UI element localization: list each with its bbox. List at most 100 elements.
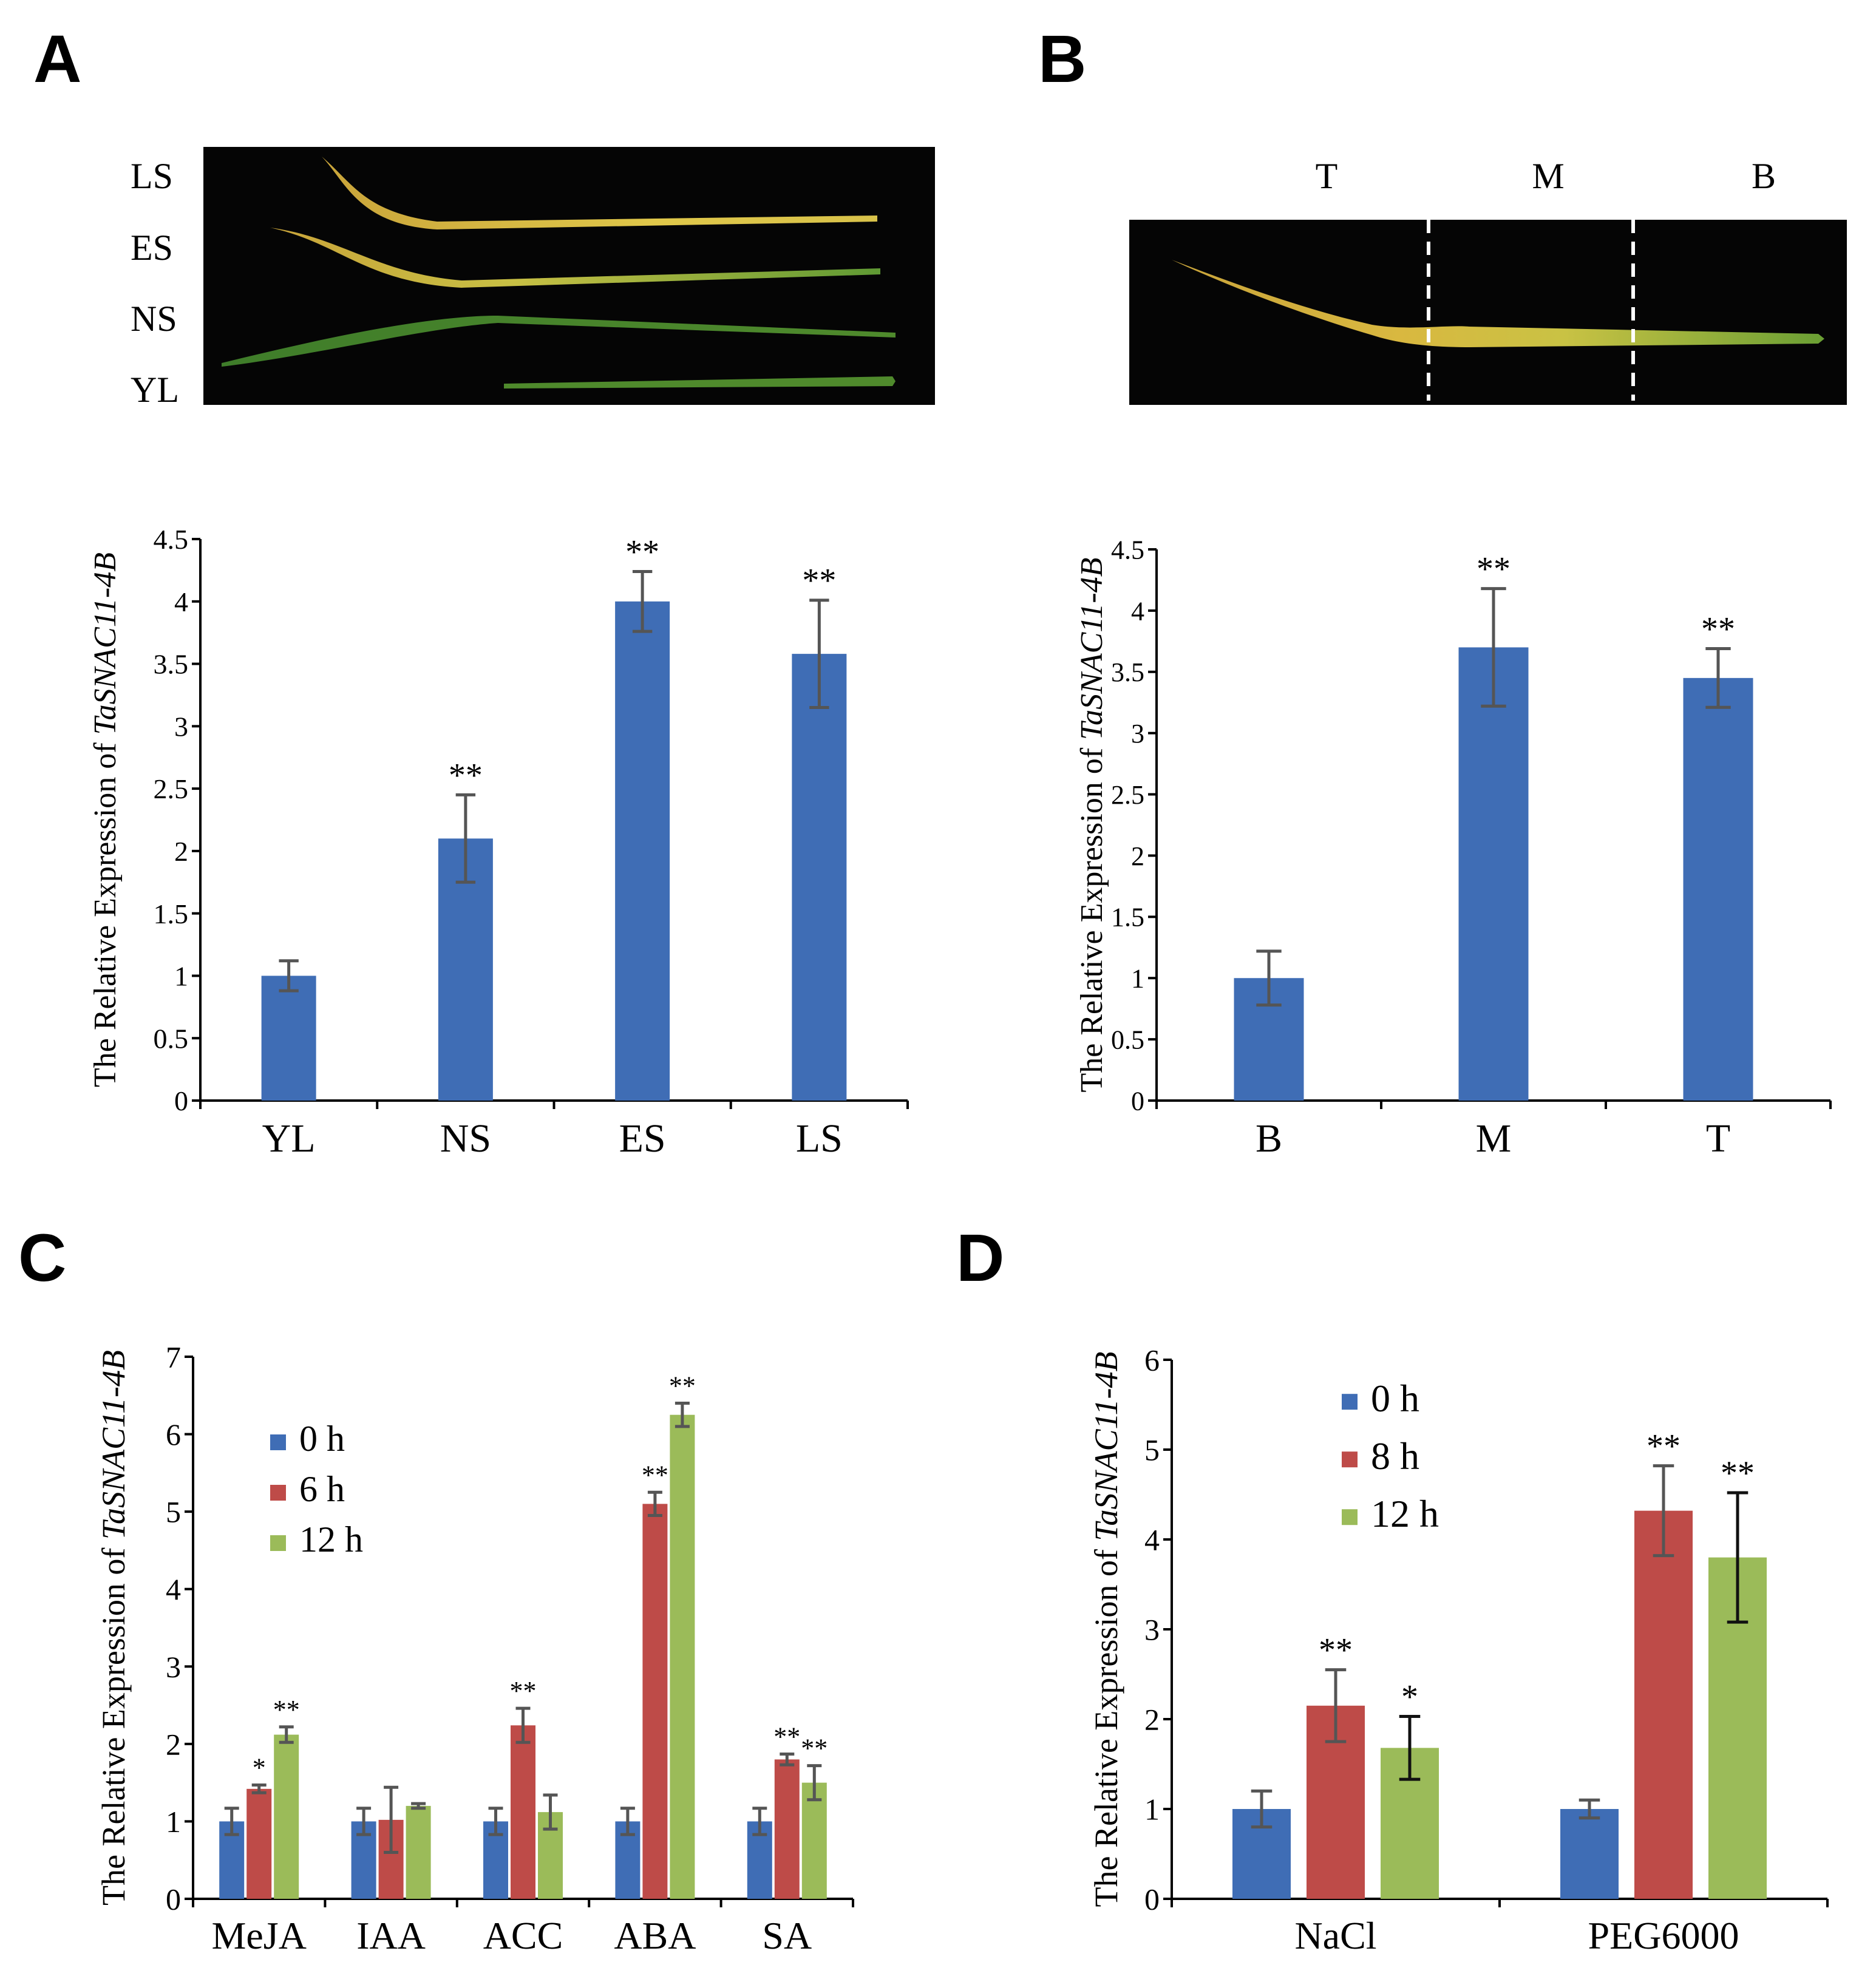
y-tick-label: 5 <box>1144 1433 1160 1467</box>
y-tick-label: 1 <box>174 961 188 992</box>
bar <box>1560 1809 1619 1899</box>
y-tick-label: 4 <box>174 586 188 617</box>
significance-marker: ** <box>669 1371 696 1401</box>
y-tick-label: 0.5 <box>154 1023 189 1054</box>
y-tick-label: 6 <box>1144 1343 1160 1377</box>
legend-swatch <box>1342 1451 1358 1468</box>
significance-marker: ** <box>642 1460 668 1490</box>
y-axis-label: The Relative Expression of TaSNAC11-4B <box>1075 557 1109 1092</box>
legend-label: 0 h <box>1371 1377 1419 1420</box>
photo-b-label-m: M <box>1532 156 1564 196</box>
x-category-label: B <box>1256 1116 1282 1161</box>
y-tick-label: 3.5 <box>1111 657 1144 687</box>
x-category-label: IAA <box>356 1914 426 1957</box>
leaf-ns <box>222 316 896 367</box>
leaf-ls <box>322 157 877 229</box>
legend-swatch <box>270 1535 286 1551</box>
y-axis-label-prefix: The Relative Expression of <box>1088 1541 1124 1907</box>
y-tick-label: 2 <box>166 1727 181 1761</box>
bar <box>801 1782 827 1899</box>
x-category-label: PEG6000 <box>1588 1914 1739 1957</box>
bar <box>246 1788 272 1899</box>
photo-a-label-ls: LS <box>131 156 173 196</box>
legend-swatch <box>1342 1394 1358 1410</box>
bar <box>406 1805 431 1899</box>
y-tick-label: 0 <box>166 1882 181 1916</box>
leaf-yl <box>504 376 896 389</box>
panel-letter-c: C <box>18 1221 66 1295</box>
legend-label: 0 h <box>299 1419 345 1459</box>
y-tick-label: 6 <box>166 1417 181 1451</box>
significance-marker: ** <box>1701 610 1735 648</box>
y-axis-label-prefix: The Relative Expression of <box>88 735 123 1087</box>
bar <box>511 1725 535 1899</box>
significance-marker: ** <box>273 1695 300 1725</box>
x-category-label: ACC <box>483 1914 563 1957</box>
y-tick-label: 0 <box>1144 1882 1160 1916</box>
x-category-label: NaCl <box>1294 1914 1376 1957</box>
y-tick-label: 4.5 <box>154 524 189 555</box>
y-axis-label-gene: TaSNAC11-4B <box>95 1350 132 1539</box>
y-tick-label: 4.5 <box>1111 535 1144 565</box>
legend-label: 12 h <box>1371 1492 1439 1535</box>
legend-swatch <box>1342 1509 1358 1526</box>
bar <box>615 601 670 1101</box>
legend-label: 8 h <box>1371 1434 1419 1478</box>
chart-a: 0 0.5 1 1.5 2 2.5 3 3.5 4 4.5 YL NS ES LS The Relative… <box>88 524 909 1161</box>
bar <box>642 1504 668 1899</box>
leaf-b-photo <box>1172 260 1824 347</box>
significance-marker: ** <box>802 562 836 600</box>
x-category-label: SA <box>762 1914 812 1957</box>
bar <box>670 1414 695 1899</box>
photo-b-background <box>1129 220 1847 405</box>
panel-letter-d: D <box>956 1221 1004 1295</box>
chart-b: 0 0.5 1 1.5 2 2.5 3 3.5 4 4.5 B M T The Relative Expr… <box>1075 535 1832 1161</box>
x-category-label: YL <box>262 1116 316 1161</box>
legend-label: 12 h <box>299 1519 363 1559</box>
y-tick-label: 3.5 <box>154 649 189 680</box>
bar <box>792 654 847 1101</box>
y-tick-label: 1 <box>166 1805 181 1839</box>
y-tick-label: 0 <box>174 1085 188 1116</box>
significance-marker: ** <box>801 1734 828 1763</box>
y-tick-label: 0 <box>1131 1086 1144 1116</box>
y-axis-label-gene: TaSNAC11-4B <box>1088 1352 1124 1541</box>
photo-b-label-t: T <box>1316 156 1338 196</box>
y-tick-label: 0.5 <box>1111 1025 1144 1055</box>
x-category-label: LS <box>796 1116 843 1161</box>
x-category-label: T <box>1706 1116 1730 1161</box>
y-tick-label: 3 <box>174 711 188 742</box>
y-tick-label: 1 <box>1144 1793 1160 1827</box>
significance-marker: ** <box>1319 1632 1353 1669</box>
y-tick-label: 4 <box>166 1572 181 1606</box>
y-tick-label: 1 <box>1131 964 1144 994</box>
y-tick-label: 5 <box>166 1495 181 1529</box>
x-category-label: ABA <box>614 1914 696 1957</box>
photo-a-label-es: ES <box>131 228 173 268</box>
bar <box>1458 647 1529 1101</box>
panel-letter-a: A <box>33 22 81 97</box>
significance-marker: ** <box>1721 1454 1755 1492</box>
y-tick-label: 3 <box>166 1650 181 1684</box>
significance-marker: ** <box>1647 1428 1681 1465</box>
y-tick-label: 3 <box>1144 1613 1160 1647</box>
y-tick-label: 2.5 <box>1111 780 1144 810</box>
y-tick-label: 4 <box>1131 596 1144 626</box>
y-axis-label: The Relative Expression of TaSNAC11-4B <box>95 1350 132 1906</box>
y-tick-label: 1.5 <box>154 898 189 929</box>
legend-swatch <box>270 1434 286 1450</box>
panel-letter-b: B <box>1038 22 1086 97</box>
y-axis-label: The Relative Expression of TaSNAC11-4B <box>88 552 123 1087</box>
significance-marker: * <box>253 1753 266 1782</box>
y-tick-label: 1.5 <box>1111 903 1144 932</box>
bar <box>261 976 316 1101</box>
y-axis-label-gene: TaSNAC11-4B <box>88 552 123 735</box>
photo-a-label-ns: NS <box>131 299 177 339</box>
bar <box>774 1759 800 1899</box>
significance-marker: ** <box>449 756 483 794</box>
y-tick-label: 2 <box>1144 1703 1160 1737</box>
y-tick-label: 7 <box>166 1340 181 1374</box>
chart-c: 0 1 2 3 4 5 6 7 MeJA IAA ACC ABA SA The Relative Expr… <box>95 1340 854 1957</box>
bar <box>1634 1510 1693 1899</box>
photo-b-label-b: B <box>1752 156 1776 196</box>
